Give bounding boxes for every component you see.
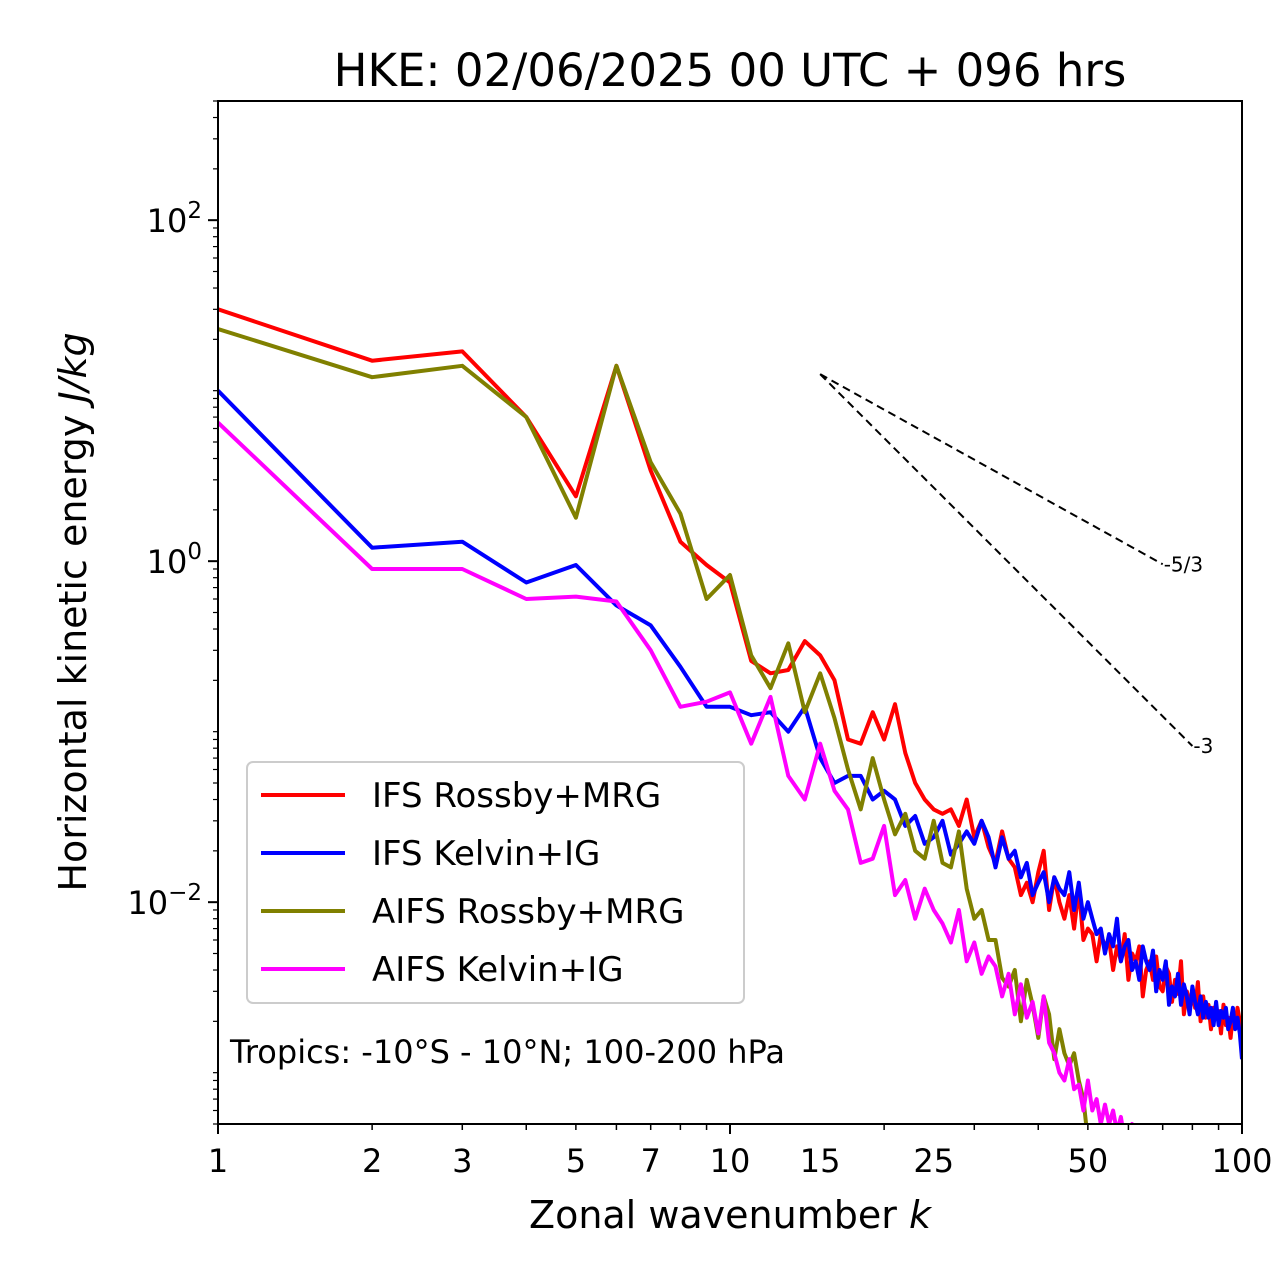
legend-label: AIFS Rossby+MRG: [372, 892, 684, 932]
y-axis-label: Horizontal kinetic energy J/kg: [51, 332, 95, 891]
y-tick-label: 10−2: [127, 880, 202, 922]
legend-label: AIFS Kelvin+IG: [372, 950, 624, 990]
x-tick-label: 100: [1211, 1142, 1272, 1180]
x-axis-label-var: k: [909, 1193, 933, 1237]
reference-label-2: -3: [1193, 734, 1213, 758]
series-line-aifs-rossby-mrg: [218, 327, 1089, 1124]
reference-slope-layer: -5/3 -3: [819, 373, 1213, 758]
series-layer: [218, 307, 1242, 1124]
legend: IFS Rossby+MRG IFS Kelvin+IG AIFS Rossby+M…: [246, 761, 745, 1004]
y-tick-label: 100: [147, 539, 202, 581]
reference-label-1: -5/3: [1164, 552, 1203, 576]
y-axis: 102 100 10−2: [127, 100, 218, 1125]
reference-line-1: [819, 373, 1164, 566]
y-axis-label-text: Horizontal kinetic energy: [51, 403, 95, 892]
y-tick-label: 102: [147, 198, 202, 240]
reference-line-2: [819, 373, 1194, 747]
x-axis-label-text: Zonal wavenumber: [529, 1193, 909, 1237]
x-tick-label: 3: [452, 1142, 472, 1180]
x-tick-label: 50: [1068, 1142, 1109, 1180]
x-tick-label: 15: [800, 1142, 841, 1180]
x-axis: 1 2 3 5 7 10 15 25 50 100: [208, 1124, 1273, 1180]
series-line-aifs-kelvin-ig: [218, 421, 1135, 1124]
x-axis-label: Zonal wavenumber k: [529, 1193, 933, 1237]
region-annotation: Tropics: -10°S - 10°N; 100-200 hPa: [229, 1033, 785, 1071]
chart-title: HKE: 02/06/2025 00 UTC + 096 hrs: [334, 44, 1127, 97]
x-tick-label: 7: [641, 1142, 661, 1180]
legend-box: [246, 761, 745, 1004]
y-axis-label-unit: J/kg: [51, 332, 95, 409]
x-tick-label: 1: [208, 1142, 228, 1180]
legend-label: IFS Rossby+MRG: [372, 776, 661, 816]
x-tick-label: 25: [913, 1142, 954, 1180]
legend-label: IFS Kelvin+IG: [372, 834, 600, 874]
series-line-ifs-kelvin-ig: [218, 389, 1242, 1060]
x-tick-label: 2: [362, 1142, 382, 1180]
x-tick-label: 10: [710, 1142, 751, 1180]
x-tick-label: 5: [566, 1142, 586, 1180]
